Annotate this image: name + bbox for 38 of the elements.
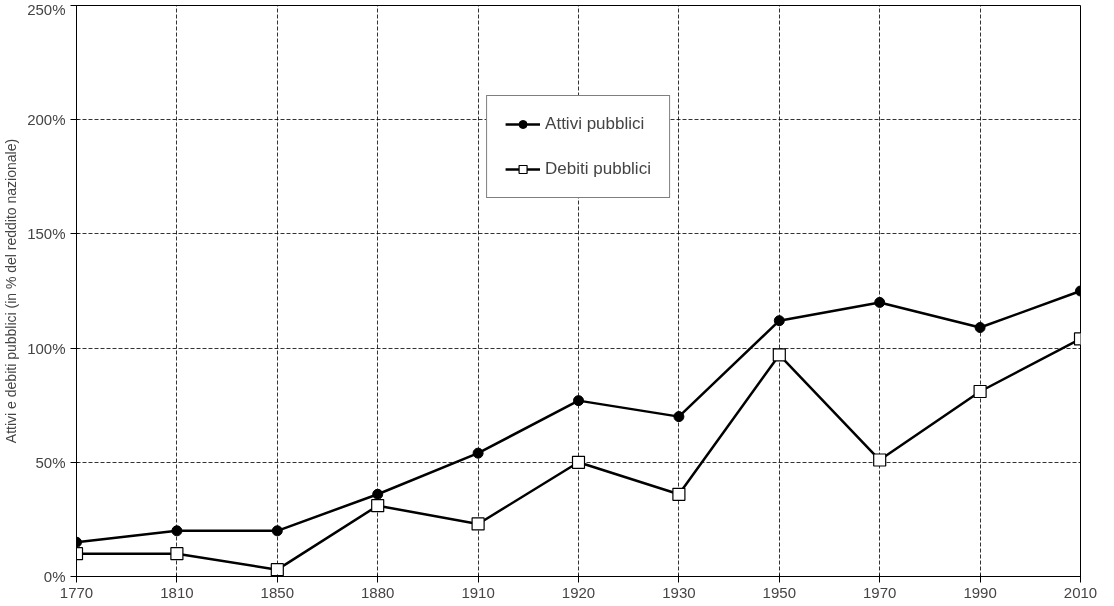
point bbox=[371, 499, 385, 513]
y-axis-title: Attivi e debiti pubblici (in % del reddito nazionale) bbox=[3, 138, 20, 444]
point bbox=[571, 455, 586, 469]
point bbox=[973, 384, 987, 399]
x-tick-label: 1950 bbox=[762, 583, 796, 601]
point bbox=[672, 487, 686, 501]
point bbox=[974, 322, 986, 334]
x-tick-label: 1910 bbox=[461, 583, 495, 601]
point bbox=[772, 348, 786, 362]
point bbox=[573, 395, 584, 407]
point bbox=[170, 547, 184, 561]
y-tick-label: 250% bbox=[27, 0, 66, 18]
x-tick-label: 1970 bbox=[863, 583, 897, 601]
x-tick-label: 1920 bbox=[561, 583, 596, 601]
point bbox=[471, 517, 485, 531]
x-tick-label: 1810 bbox=[160, 583, 194, 601]
point bbox=[271, 525, 283, 537]
x-tick-label: 1770 bbox=[59, 583, 94, 601]
y-tick-label: 100% bbox=[27, 339, 66, 357]
x-tick-label: 1850 bbox=[260, 583, 294, 601]
point bbox=[472, 447, 484, 459]
point bbox=[673, 411, 685, 423]
y-tick-label: 150% bbox=[27, 225, 66, 243]
y-tick-label: 50% bbox=[35, 453, 66, 471]
point bbox=[773, 315, 785, 327]
x-tick-label: 2010 bbox=[1063, 583, 1098, 601]
legend-label: Attivi pubblici bbox=[545, 114, 645, 134]
x-tick-label: 1880 bbox=[361, 583, 395, 601]
x-tick-label: 1930 bbox=[662, 583, 696, 601]
y-tick-label: 200% bbox=[27, 111, 66, 129]
y-tick-label: 0% bbox=[43, 568, 66, 585]
point bbox=[873, 453, 887, 467]
x-tick-label: 1990 bbox=[963, 583, 997, 601]
point bbox=[874, 296, 886, 308]
point bbox=[372, 488, 384, 500]
legend-label: Debiti pubblici bbox=[545, 159, 651, 179]
point bbox=[171, 525, 183, 537]
point bbox=[270, 563, 284, 577]
